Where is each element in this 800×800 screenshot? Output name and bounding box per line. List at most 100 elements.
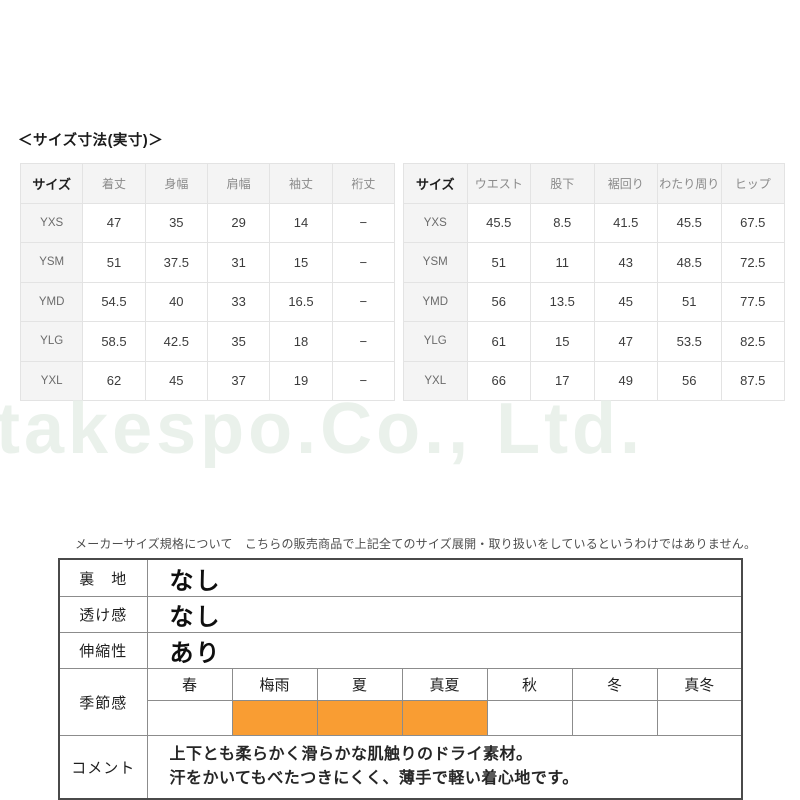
table-row: YLG 61 15 47 53.5 82.5 xyxy=(403,321,785,362)
size-cell: 15 xyxy=(530,321,595,362)
spec-table: 裏 地 なし 透け感 なし 伸縮性 あり 季節感 春 梅雨 夏 真夏 秋 冬 真… xyxy=(58,558,743,800)
column-header: 身幅 xyxy=(144,163,208,204)
spec-label-stretch: 伸縮性 xyxy=(58,632,148,669)
size-cell: 13.5 xyxy=(530,281,595,322)
size-cell: 66 xyxy=(466,360,531,401)
size-cell: 72.5 xyxy=(720,242,785,283)
spec-label-sheerness: 透け感 xyxy=(58,596,148,633)
size-cell: 58.5 xyxy=(82,321,146,362)
company-watermark: takespo.Co., Ltd. xyxy=(0,389,645,469)
column-header: 肩幅 xyxy=(206,163,271,204)
season-cell: 春 xyxy=(146,668,233,701)
spec-row-stretch: 伸縮性 あり xyxy=(58,632,743,669)
size-cell: 29 xyxy=(206,202,271,243)
spec-value-stretch: あり xyxy=(146,632,743,669)
size-cell: 17 xyxy=(530,360,595,401)
season-band-cell xyxy=(571,700,658,736)
size-cell: 51 xyxy=(82,242,146,283)
size-cell: 45.5 xyxy=(657,202,722,243)
size-cell: 8.5 xyxy=(530,202,595,243)
size-cell: 41.5 xyxy=(593,202,658,243)
season-band-cell-highlighted xyxy=(231,700,318,736)
size-cell: 47 xyxy=(82,202,146,243)
size-cell: 45.5 xyxy=(466,202,531,243)
size-label: YSM xyxy=(403,242,468,283)
spec-row-lining: 裏 地 なし xyxy=(58,558,743,597)
size-label: YXL xyxy=(403,360,468,401)
size-cell: 11 xyxy=(530,242,595,283)
size-cell: 37 xyxy=(206,360,271,401)
season-cell: 秋 xyxy=(486,668,573,701)
season-cell: 梅雨 xyxy=(231,668,318,701)
size-cell: 45 xyxy=(593,281,658,322)
spec-value-sheerness: なし xyxy=(146,596,743,633)
season-band-cell xyxy=(656,700,743,736)
size-cell: 42.5 xyxy=(144,321,208,362)
size-cell: − xyxy=(331,242,396,283)
size-table-bottoms: サイズ ウエスト 股下 裾回り わたり周り ヒップ YXS 45.5 8.5 4… xyxy=(403,163,785,401)
size-cell: 87.5 xyxy=(720,360,785,401)
season-cell: 夏 xyxy=(316,668,403,701)
spec-label-season: 季節感 xyxy=(58,668,148,736)
page-title: ＜サイズ寸法(実寸)＞ xyxy=(18,133,164,149)
size-cell: 62 xyxy=(82,360,146,401)
season-cell: 冬 xyxy=(571,668,658,701)
size-cell: 77.5 xyxy=(720,281,785,322)
table-row: YMD 56 13.5 45 51 77.5 xyxy=(403,281,785,322)
table-row: YXS 45.5 8.5 41.5 45.5 67.5 xyxy=(403,202,785,243)
header-row: サイズ ウエスト 股下 裾回り わたり周り ヒップ xyxy=(403,163,785,204)
size-cell: 35 xyxy=(144,202,208,243)
spec-row-comment: コメント 上下とも柔らかく滑らかな肌触りのドライ素材。 汗をかいてもべたつきにく… xyxy=(58,735,743,800)
size-cell: 82.5 xyxy=(720,321,785,362)
spec-row-season-band xyxy=(59,700,743,736)
size-cell: 31 xyxy=(206,242,271,283)
size-cell: 14 xyxy=(269,202,333,243)
size-label: YXS xyxy=(19,202,84,243)
size-label: YLG xyxy=(19,321,84,362)
size-cell: 15 xyxy=(269,242,333,283)
size-cell: 67.5 xyxy=(720,202,785,243)
size-label: YXL xyxy=(19,360,84,401)
size-cell: 51 xyxy=(657,281,722,322)
comment-line: 汗をかいてもべたつきにくく、薄手で軽い着心地です。 xyxy=(169,770,579,787)
spec-value-lining: なし xyxy=(146,558,743,597)
column-header: 袖丈 xyxy=(269,163,333,204)
size-cell: 18 xyxy=(269,321,333,362)
size-cell: 54.5 xyxy=(82,281,146,322)
size-cell: − xyxy=(331,360,396,401)
season-band-cell xyxy=(486,700,573,736)
size-cell: 61 xyxy=(466,321,531,362)
column-header: 裾回り xyxy=(593,163,658,204)
size-cell: 56 xyxy=(466,281,531,322)
comment-line: 上下とも柔らかく滑らかな肌触りのドライ素材。 xyxy=(169,746,533,763)
size-cell: 56 xyxy=(657,360,722,401)
size-cell: 47 xyxy=(593,321,658,362)
table-row: YXL 66 17 49 56 87.5 xyxy=(403,360,785,401)
size-cell: 43 xyxy=(593,242,658,283)
size-cell: 51 xyxy=(466,242,531,283)
table-row: YXL 62 45 37 19 − xyxy=(19,360,396,401)
size-label: YSM xyxy=(19,242,84,283)
size-label: YMD xyxy=(19,281,84,322)
season-band-cell xyxy=(146,700,233,736)
size-cell: 53.5 xyxy=(657,321,722,362)
season-cell: 真冬 xyxy=(656,668,743,701)
size-label: YLG xyxy=(403,321,468,362)
table-row: YSM 51 11 43 48.5 72.5 xyxy=(403,242,785,283)
size-cell: 49 xyxy=(593,360,658,401)
column-header: 裄丈 xyxy=(331,163,396,204)
column-header: ヒップ xyxy=(720,163,785,204)
table-row: YMD 54.5 40 33 16.5 − xyxy=(19,281,396,322)
header-row: サイズ 着丈 身幅 肩幅 袖丈 裄丈 xyxy=(19,163,396,204)
column-header-size: サイズ xyxy=(403,163,468,204)
spec-label-lining: 裏 地 xyxy=(58,558,148,597)
season-band-cell-highlighted xyxy=(401,700,488,736)
column-header: わたり周り xyxy=(657,163,722,204)
size-cell: 35 xyxy=(206,321,271,362)
table-row: YLG 58.5 42.5 35 18 − xyxy=(19,321,396,362)
size-cell: 16.5 xyxy=(269,281,333,322)
table-row: YSM 51 37.5 31 15 − xyxy=(19,242,396,283)
column-header: 着丈 xyxy=(82,163,146,204)
size-cell: 33 xyxy=(206,281,271,322)
